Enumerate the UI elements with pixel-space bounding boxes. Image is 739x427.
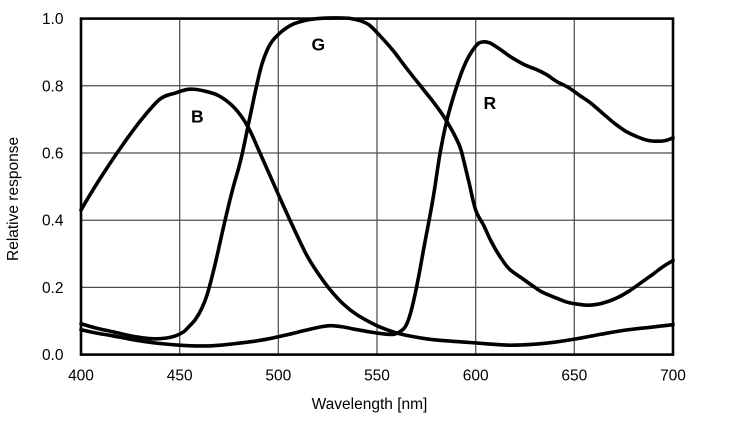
svg-text:0.0: 0.0: [42, 347, 64, 364]
svg-text:G: G: [312, 35, 326, 55]
svg-text:Wavelength [nm]: Wavelength [nm]: [312, 396, 428, 413]
svg-text:600: 600: [463, 368, 489, 385]
svg-text:0.6: 0.6: [42, 146, 64, 163]
svg-text:650: 650: [561, 368, 587, 385]
svg-text:700: 700: [660, 368, 686, 385]
svg-text:R: R: [484, 93, 497, 113]
svg-text:1.0: 1.0: [42, 11, 64, 28]
svg-text:550: 550: [364, 368, 390, 385]
svg-text:B: B: [191, 107, 204, 127]
svg-text:Relative response: Relative response: [5, 137, 22, 261]
svg-text:0.2: 0.2: [42, 280, 64, 297]
svg-text:500: 500: [265, 368, 291, 385]
svg-text:450: 450: [167, 368, 193, 385]
svg-text:400: 400: [68, 368, 94, 385]
svg-text:0.8: 0.8: [42, 78, 64, 95]
svg-text:0.4: 0.4: [42, 213, 64, 230]
